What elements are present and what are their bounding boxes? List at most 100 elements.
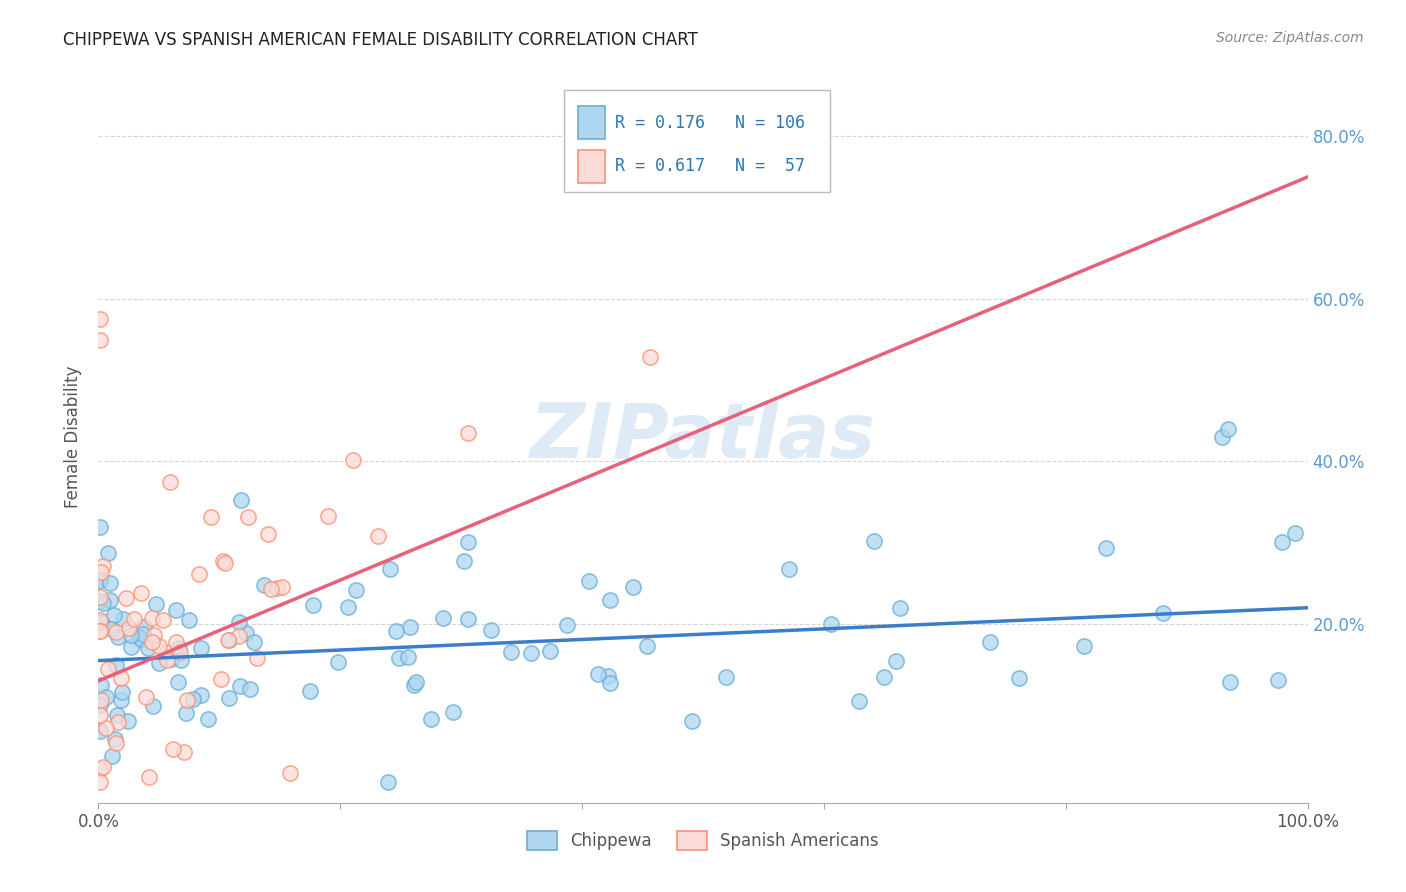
Point [638, 350, 661, 364]
Y-axis label: Female Disability: Female Disability [65, 366, 83, 508]
Point [89, 333, 111, 347]
Point [94, 690, 117, 704]
Point [302, 598, 325, 612]
Point [457, 425, 479, 440]
Point [165, 603, 187, 617]
Text: Source: ZipAtlas.com: Source: ZipAtlas.com [1216, 31, 1364, 45]
Point [176, 693, 198, 707]
Point [138, 770, 160, 784]
Point [889, 601, 911, 615]
Point [89, 614, 111, 628]
Point [165, 635, 187, 649]
Point [131, 586, 153, 600]
Point [111, 685, 134, 699]
Point [167, 641, 190, 656]
Point [778, 562, 800, 576]
Point [377, 775, 399, 789]
Point [156, 645, 179, 659]
Point [384, 624, 406, 638]
Point [278, 765, 301, 780]
Point [89, 762, 111, 776]
Text: R = 0.176   N = 106: R = 0.176 N = 106 [614, 113, 804, 131]
Point [94, 721, 117, 735]
Point [453, 554, 475, 568]
Point [218, 690, 240, 705]
Point [111, 612, 134, 626]
Point [104, 736, 127, 750]
Point [190, 641, 212, 656]
Point [714, 670, 737, 684]
Point [243, 635, 266, 649]
Point [105, 707, 128, 722]
Point [131, 626, 153, 640]
Point [212, 554, 235, 568]
Point [120, 640, 142, 654]
Point [181, 691, 204, 706]
Point [872, 670, 894, 684]
Point [89, 574, 111, 588]
Point [398, 620, 420, 634]
Point [256, 526, 278, 541]
Point [266, 581, 288, 595]
Point [1073, 639, 1095, 653]
Point [271, 580, 294, 594]
Point [1271, 535, 1294, 549]
Point [89, 590, 111, 604]
Point [142, 699, 165, 714]
Point [89, 624, 111, 639]
Point [103, 607, 125, 622]
Point [884, 654, 907, 668]
Point [90, 678, 112, 692]
Point [1219, 675, 1241, 690]
Point [326, 655, 349, 669]
Point [235, 626, 257, 640]
FancyBboxPatch shape [564, 90, 830, 192]
Point [396, 649, 419, 664]
Point [499, 645, 522, 659]
Point [122, 612, 145, 626]
Point [89, 572, 111, 586]
Point [136, 641, 159, 656]
Point [599, 593, 621, 607]
Point [1267, 673, 1289, 687]
Point [98, 593, 121, 607]
Point [173, 745, 195, 759]
Point [432, 611, 454, 625]
Point [441, 706, 464, 720]
Point [105, 657, 128, 672]
Point [1211, 430, 1233, 444]
Point [1152, 606, 1174, 620]
Point [97, 545, 120, 559]
Point [177, 613, 200, 627]
Point [91, 558, 114, 573]
Point [479, 624, 502, 638]
Point [174, 706, 197, 720]
Point [555, 617, 578, 632]
Text: ZIPatlas: ZIPatlas [530, 401, 876, 474]
Point [145, 597, 167, 611]
Point [457, 612, 479, 626]
Point [143, 628, 166, 642]
Point [89, 707, 111, 722]
Point [228, 629, 250, 643]
Point [239, 681, 262, 696]
Point [1095, 541, 1118, 556]
Point [156, 653, 179, 667]
Point [344, 582, 367, 597]
Point [337, 600, 360, 615]
Point [160, 651, 183, 665]
Point [316, 508, 339, 523]
Point [128, 631, 150, 645]
Point [90, 615, 112, 629]
Point [588, 666, 610, 681]
Point [148, 656, 170, 670]
Point [141, 635, 163, 649]
Point [342, 453, 364, 467]
Point [90, 615, 112, 629]
Legend: Chippewa, Spanish Americans: Chippewa, Spanish Americans [520, 824, 886, 856]
Point [420, 713, 443, 727]
Point [1284, 526, 1306, 541]
Point [132, 620, 155, 634]
Point [236, 510, 259, 524]
Point [228, 615, 250, 630]
